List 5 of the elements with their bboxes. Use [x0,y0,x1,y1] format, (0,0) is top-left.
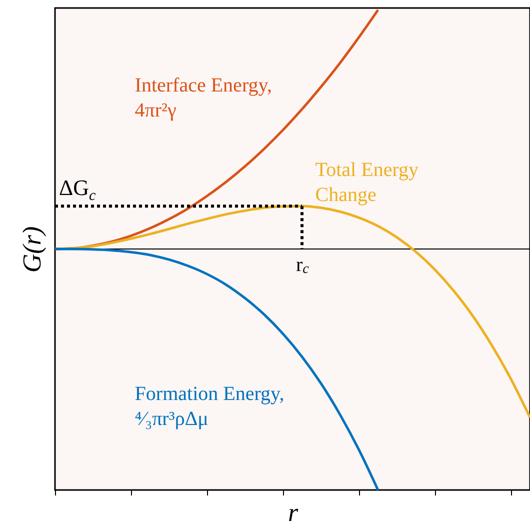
series-label: Total Energy Change [315,158,419,206]
series-label: Formation Energy, ⁴⁄₃πr³ρΔμ [134,382,284,430]
series-label: Interface Energy, 4πr²γ [134,74,272,122]
y-axis-title: G(r) [18,226,46,273]
x-axis-title: r [288,498,299,527]
